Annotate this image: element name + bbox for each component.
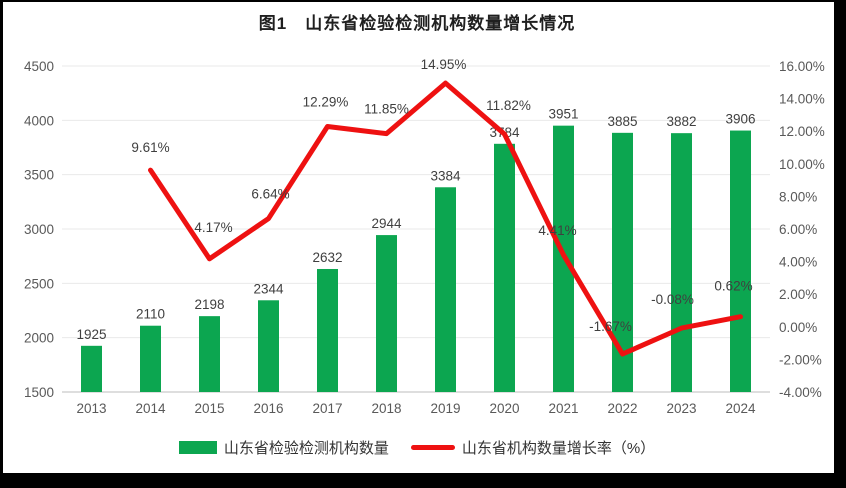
line-value-label: -1.67% bbox=[589, 319, 632, 334]
bar bbox=[671, 133, 692, 392]
bar-value-label: 2344 bbox=[253, 281, 284, 296]
frame-border-bottom bbox=[0, 473, 846, 488]
left-axis-tick: 4000 bbox=[24, 113, 54, 128]
right-axis-tick: 4.00% bbox=[779, 255, 817, 270]
left-axis-tick: 3000 bbox=[24, 222, 54, 237]
bar-series-label: 山东省检验检测机构数量 bbox=[223, 440, 389, 457]
left-axis-tick: 2000 bbox=[24, 331, 54, 346]
chart-title: 图1 山东省检验检测机构数量增长情况 bbox=[258, 14, 576, 33]
line-value-label: 12.29% bbox=[303, 94, 349, 109]
bar-value-label: 2198 bbox=[194, 297, 224, 312]
line-value-label: 9.61% bbox=[131, 140, 169, 155]
frame-border-top bbox=[0, 0, 846, 2]
x-axis-tick: 2014 bbox=[135, 401, 166, 416]
x-axis-tick: 2020 bbox=[489, 401, 519, 416]
bar bbox=[140, 325, 161, 392]
right-axis-tick: 10.00% bbox=[779, 157, 825, 172]
bar-series-swatch bbox=[178, 441, 217, 454]
bar-value-label: 3951 bbox=[548, 107, 578, 122]
legend-item-bars: 山东省检验检测机构数量 bbox=[178, 437, 389, 458]
line-value-label: 11.82% bbox=[486, 98, 531, 113]
line-value-label: 6.64% bbox=[251, 187, 289, 202]
bar bbox=[317, 268, 338, 392]
line-value-label: 4.41% bbox=[538, 223, 576, 238]
bar-value-label: 3882 bbox=[666, 114, 696, 129]
line-value-label: -0.08% bbox=[651, 292, 694, 307]
right-axis-tick: 14.00% bbox=[779, 92, 825, 107]
left-axis-tick: 2500 bbox=[24, 276, 54, 291]
chart-legend: 山东省检验检测机构数量 山东省机构数量增长率（%） bbox=[0, 437, 834, 458]
line-series-swatch bbox=[410, 445, 455, 450]
bar bbox=[199, 316, 220, 392]
x-axis-tick: 2015 bbox=[194, 401, 224, 416]
bar bbox=[258, 300, 279, 392]
x-axis-tick: 2013 bbox=[76, 401, 106, 416]
left-axis-tick: 3500 bbox=[24, 168, 54, 183]
x-axis-tick: 2021 bbox=[548, 401, 578, 416]
line-value-label: 4.17% bbox=[194, 220, 232, 235]
x-axis-tick: 2024 bbox=[725, 401, 756, 416]
bar bbox=[730, 130, 751, 392]
x-axis-tick: 2023 bbox=[666, 401, 696, 416]
bar bbox=[376, 235, 397, 392]
bar-value-label: 2632 bbox=[312, 250, 342, 265]
right-axis-tick: -4.00% bbox=[779, 385, 822, 400]
right-axis-tick: -2.00% bbox=[779, 352, 822, 367]
growth-rate-line bbox=[148, 80, 743, 357]
left-axis-tick: 4500 bbox=[24, 59, 54, 74]
right-axis-tick: 0.00% bbox=[779, 320, 817, 335]
x-axis-tick: 2017 bbox=[312, 401, 342, 416]
x-axis-tick: 2018 bbox=[371, 401, 401, 416]
x-axis-tick: 2016 bbox=[253, 401, 283, 416]
right-axis-tick: 16.00% bbox=[779, 59, 825, 74]
x-axis-tick: 2019 bbox=[430, 401, 460, 416]
bar bbox=[612, 132, 633, 392]
bar bbox=[494, 143, 515, 392]
bar-value-label: 3906 bbox=[725, 112, 755, 127]
right-axis-tick: 8.00% bbox=[779, 189, 817, 204]
legend-item-line: 山东省机构数量增长率（%） bbox=[395, 437, 655, 458]
bar-value-label: 3885 bbox=[607, 114, 637, 129]
line-value-label: 14.95% bbox=[421, 57, 467, 72]
bar bbox=[81, 345, 102, 392]
line-series-label: 山东省机构数量增长率（%） bbox=[461, 440, 656, 457]
right-axis-tick: 12.00% bbox=[779, 124, 825, 139]
line-value-label: 0.62% bbox=[714, 279, 752, 294]
line-value-label: 11.85% bbox=[364, 102, 409, 117]
right-axis-tick: 6.00% bbox=[779, 222, 817, 237]
left-axis-tick: 1500 bbox=[24, 385, 54, 400]
bar-value-label: 3384 bbox=[430, 168, 461, 183]
frame-border-right bbox=[834, 0, 846, 488]
frame-border-left bbox=[0, 0, 3, 488]
bar bbox=[435, 187, 456, 392]
right-axis-tick: 2.00% bbox=[779, 287, 817, 302]
bar-value-label: 2944 bbox=[371, 216, 402, 231]
x-axis-tick: 2022 bbox=[607, 401, 637, 416]
bar-value-label: 2110 bbox=[136, 307, 165, 322]
bar-value-label: 1925 bbox=[76, 327, 106, 342]
